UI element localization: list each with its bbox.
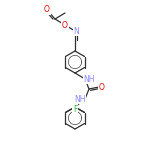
Text: F: F bbox=[72, 105, 77, 114]
Text: O: O bbox=[99, 82, 105, 91]
Text: NH: NH bbox=[83, 75, 95, 84]
Text: N: N bbox=[73, 27, 79, 36]
Text: NH: NH bbox=[74, 94, 86, 103]
Text: F: F bbox=[73, 105, 78, 114]
Text: O: O bbox=[62, 21, 68, 30]
Text: O: O bbox=[44, 6, 50, 15]
